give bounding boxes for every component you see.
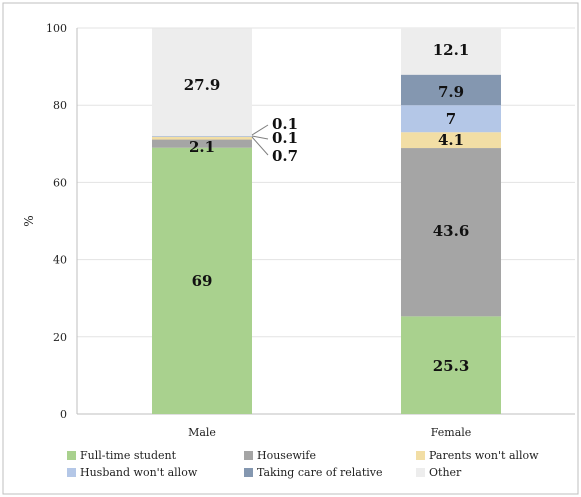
legend-swatch	[67, 451, 76, 460]
bars	[152, 28, 501, 414]
bar-segment	[401, 74, 501, 106]
axes: 0 20 40 60 80 100% Male Female	[22, 22, 575, 439]
y-tick-label: 100	[46, 22, 67, 35]
bar-segment	[401, 148, 501, 317]
bar-segment	[401, 316, 501, 414]
x-tick-label: Female	[431, 426, 472, 439]
data-label: 27.9	[184, 76, 221, 94]
data-label: 69	[192, 272, 213, 290]
data-label: 0.7	[272, 147, 298, 165]
data-label: 0.1	[272, 129, 298, 147]
callout-line	[251, 135, 269, 140]
data-label: 43.6	[433, 222, 470, 240]
legend-label: Taking care of relative	[257, 466, 383, 479]
data-label: 2.1	[189, 138, 215, 156]
data-labels: 692.127.90.10.10.725.343.64.177.912.1	[184, 41, 470, 375]
legend-swatch	[416, 468, 425, 477]
bar-segment	[401, 132, 501, 149]
data-label: 12.1	[433, 41, 470, 59]
legend-label: Parents won't allow	[429, 449, 539, 462]
y-tick-label: 40	[53, 254, 67, 267]
bar-segment	[152, 136, 252, 140]
legend-swatch	[416, 451, 425, 460]
y-axis-label: %	[22, 215, 36, 226]
legend-label: Housewife	[257, 449, 316, 462]
bar-segment	[401, 105, 501, 133]
y-tick-label: 20	[53, 331, 67, 344]
data-label: 25.3	[433, 357, 470, 375]
legend-label: Full-time student	[80, 449, 177, 462]
bar-segment	[152, 139, 252, 148]
x-tick-label: Male	[188, 426, 216, 439]
data-label: 7.9	[438, 83, 464, 101]
callout-line	[251, 136, 269, 156]
data-label: 4.1	[438, 131, 464, 149]
bar-segment	[152, 28, 252, 137]
y-tick-label: 80	[53, 99, 67, 112]
y-tick-label: 60	[53, 176, 67, 189]
bar-segment	[152, 147, 252, 414]
legend-swatch	[244, 468, 253, 477]
legend-label: Other	[429, 466, 462, 479]
data-label: 0.1	[272, 115, 298, 133]
legend-swatch	[244, 451, 253, 460]
legend-swatch	[67, 468, 76, 477]
callout-line	[251, 124, 269, 136]
legend: Full-time student Housewife Parents won't …	[67, 449, 539, 479]
data-label: 7	[446, 110, 456, 128]
legend-label: Husband won't allow	[80, 466, 198, 479]
bar-segment	[401, 28, 501, 75]
y-tick-label: 0	[60, 408, 67, 421]
